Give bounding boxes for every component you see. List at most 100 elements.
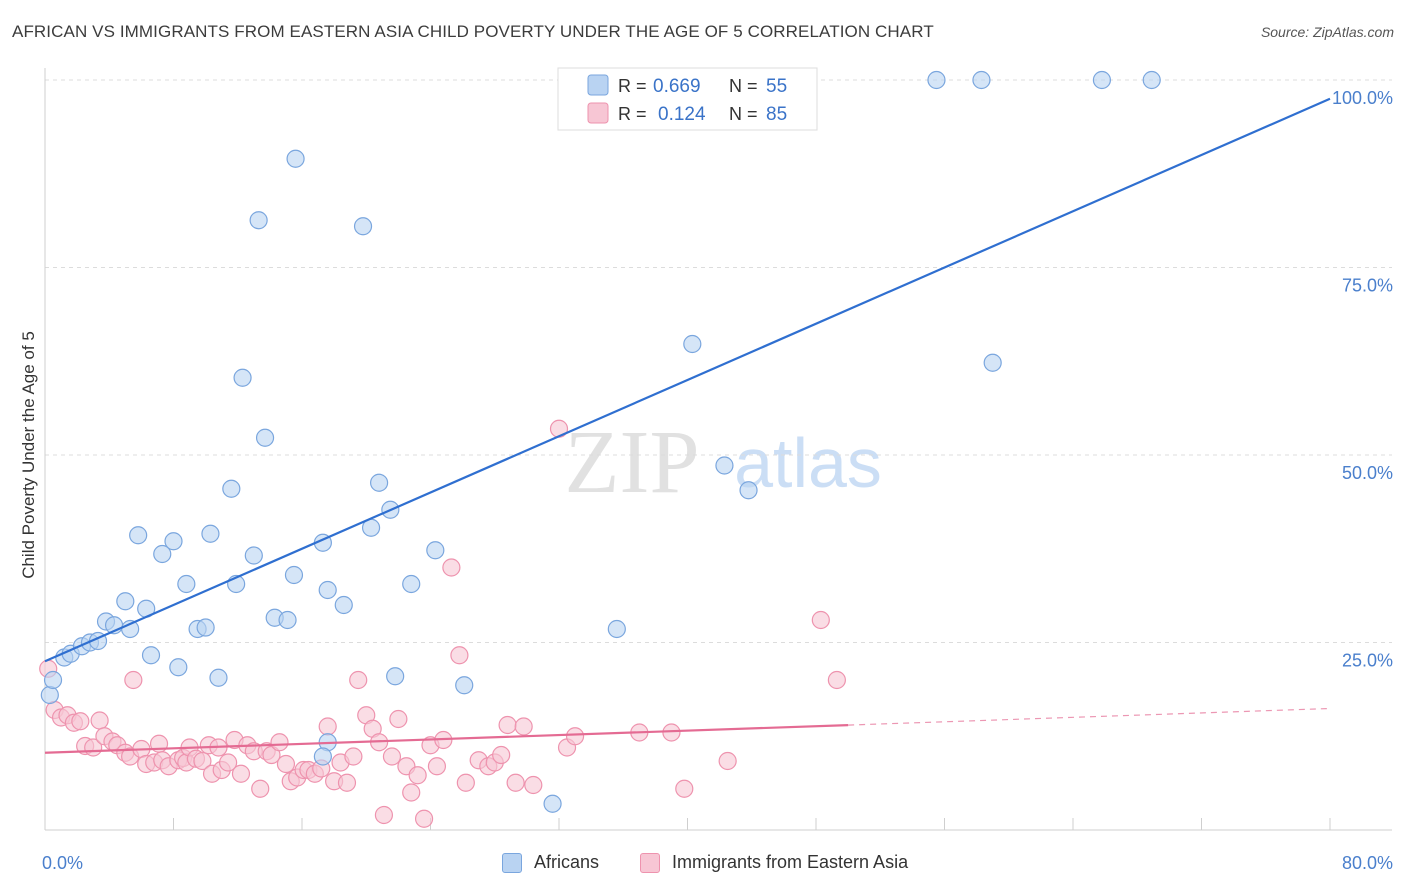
africans-point-31 (249, 211, 268, 230)
legend-africans-r-label: R = (618, 76, 647, 96)
asia-point-62 (414, 809, 434, 828)
asia-point-47 (318, 717, 337, 736)
asia-point-81 (662, 723, 681, 742)
asia-point-73 (498, 715, 517, 735)
watermark-atlas: atlas (734, 424, 882, 502)
legend-item-africans: Africans (502, 852, 599, 873)
legend-africans-n-label: N = (729, 76, 758, 96)
africans-point-33 (318, 580, 337, 600)
africans-point-20 (201, 524, 220, 543)
asia-point-85 (827, 670, 846, 690)
legend-africans-label: Africans (534, 852, 600, 872)
asia-point-79 (565, 727, 585, 746)
africans-point-15 (164, 532, 183, 551)
legend-asia-r-label: R = (618, 104, 647, 124)
asia-point-61 (408, 766, 427, 785)
africans-point-50 (927, 70, 946, 90)
asia-point-58 (389, 709, 408, 729)
legend-asia-label: Immigrants from Eastern Asia (672, 852, 909, 872)
africans-point-53 (1142, 70, 1161, 90)
asia-point-57 (382, 747, 402, 766)
legend-top: R = 0.669 N = 55 R = 0.124 N = 85 (557, 67, 818, 131)
africans-point-49 (739, 481, 758, 500)
axes (44, 68, 1392, 831)
africans-point-12 (141, 646, 161, 665)
asia-trend-line (44, 723, 849, 754)
africans-point-42 (455, 676, 474, 695)
africans-point-17 (177, 574, 196, 594)
asia-trend-line-extension (848, 707, 1331, 726)
source-label: Source: ZipAtlas.com (1260, 24, 1394, 40)
africans-point-44 (313, 747, 332, 766)
asia-point-75 (514, 717, 533, 736)
asia-point-36 (251, 779, 270, 798)
y-axis-label: Child Poverty Under the Age of 5 (19, 331, 38, 579)
legend-bottom: Africans Immigrants from Eastern Asia (0, 852, 1406, 878)
africans-point-1 (43, 670, 63, 690)
asia-point-40 (276, 754, 296, 774)
asia-point-8 (90, 711, 109, 730)
africans-point-22 (222, 479, 241, 498)
asia-point-66 (442, 558, 461, 577)
africans-point-41 (426, 541, 445, 560)
asia-point-60 (402, 783, 421, 802)
asia-point-39 (270, 733, 289, 752)
asia-point-51 (344, 747, 363, 766)
legend-asia-r-value: 0.124 (658, 104, 706, 125)
africans-point-13 (129, 526, 148, 545)
africans-point-16 (169, 658, 188, 677)
africans-point-25 (244, 546, 263, 565)
tick-labels: 25.0% 50.0% 75.0% 100.0% 0.0% 80.0% (42, 88, 1393, 873)
africans-point-35 (353, 217, 373, 236)
africans-point-51 (972, 70, 991, 90)
africans-point-40 (402, 574, 421, 594)
y-tick-label-3: 100.0% (1332, 88, 1393, 108)
africans-point-21 (209, 668, 228, 687)
legend-africans-swatch (587, 74, 609, 96)
africans-point-46 (607, 619, 626, 639)
asia-point-50 (337, 773, 357, 792)
y-tick-label-0: 25.0% (1342, 651, 1393, 671)
y-tick-label-2: 75.0% (1342, 276, 1393, 296)
asia-point-74 (506, 773, 525, 792)
trend-lines (44, 97, 1331, 754)
africans-point-28 (278, 610, 297, 630)
asia-point-83 (718, 751, 737, 771)
legend-asia-marker (640, 852, 660, 873)
africans-point-54 (983, 353, 1002, 372)
asia-point-82 (675, 779, 694, 798)
watermark-zip: ZIP (565, 413, 700, 512)
legend-africans-marker (502, 852, 522, 873)
legend-africans-n-value: 55 (766, 76, 787, 97)
africans-point-34 (334, 595, 353, 615)
legend-africans-r-value: 0.669 (653, 76, 701, 97)
asia-point-84 (811, 610, 830, 630)
legend-item-asia: Immigrants from Eastern Asia (640, 852, 908, 873)
africans-point-52 (1092, 70, 1112, 90)
africans-point-45 (543, 794, 562, 813)
asia-point-5 (71, 712, 90, 731)
africans-point-26 (255, 428, 275, 447)
asia-point-68 (456, 773, 475, 792)
legend-asia-swatch (587, 102, 609, 124)
asia-point-14 (124, 670, 143, 690)
africans-trend-line (44, 97, 1331, 663)
x-tick-label-0: 0.0% (42, 853, 83, 873)
x-tick-label-1: 80.0% (1342, 853, 1393, 873)
asia-point-52 (349, 670, 368, 690)
africans-point-14 (153, 544, 172, 564)
series-asia-points (39, 419, 846, 828)
africans-point-37 (370, 473, 389, 492)
y-tick-label-1: 50.0% (1342, 463, 1393, 483)
africans-point-29 (284, 565, 304, 585)
asia-point-64 (427, 757, 447, 776)
africans-point-47 (683, 334, 702, 354)
africans-point-39 (386, 667, 405, 686)
asia-point-56 (374, 805, 394, 825)
asia-point-67 (450, 646, 469, 665)
chart-title: AFRICAN VS IMMIGRANTS FROM EASTERN ASIA … (12, 22, 934, 41)
asia-point-31 (219, 753, 238, 772)
africans-point-24 (233, 368, 252, 387)
africans-point-48 (715, 456, 734, 475)
